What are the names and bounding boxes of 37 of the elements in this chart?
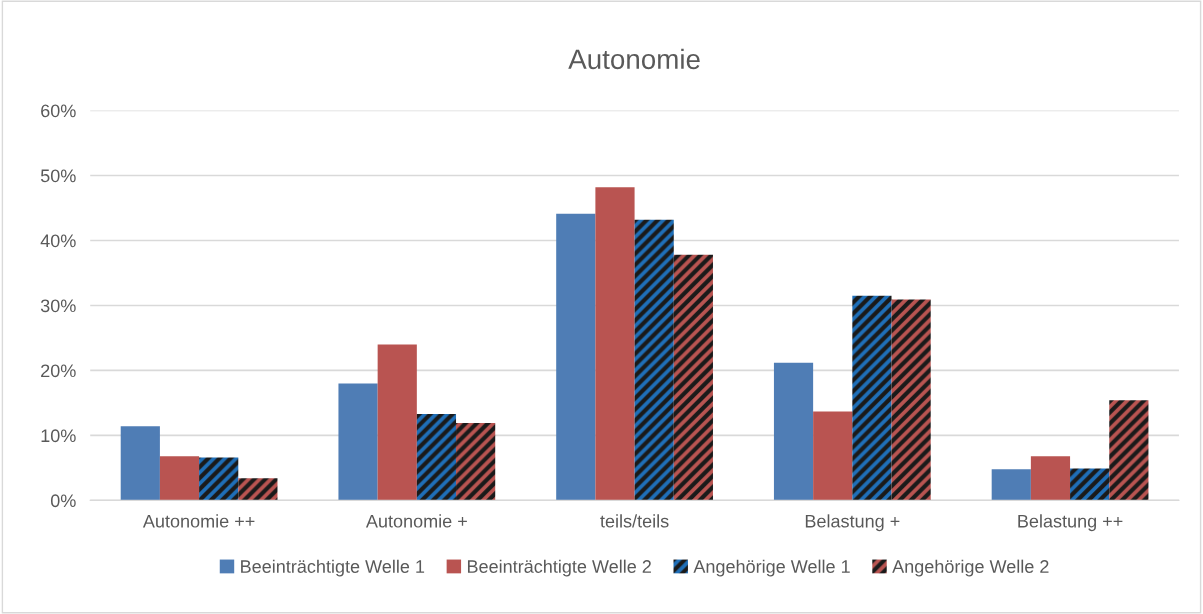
bar — [991, 469, 1031, 501]
bar — [673, 254, 713, 501]
y-tick-label: 50% — [40, 169, 76, 183]
x-tick-label: teils/teils — [600, 514, 669, 528]
bar — [416, 413, 457, 501]
legend-label: Angehörige Welle 2 — [892, 559, 1049, 577]
bar — [377, 344, 417, 501]
y-tick-label: 30% — [40, 299, 76, 313]
bar — [120, 426, 160, 501]
y-tick-label: 0% — [50, 494, 76, 508]
bar — [199, 457, 239, 501]
y-tick-label: 60% — [41, 104, 76, 118]
bar — [1030, 456, 1071, 501]
bar — [159, 456, 200, 501]
bar — [1070, 468, 1110, 501]
x-tick-label: Autonomie ++ — [142, 514, 255, 528]
legend-label: Angehörige Welle 1 — [693, 559, 850, 577]
bar — [852, 295, 892, 501]
bar — [1109, 400, 1149, 501]
bar — [595, 187, 635, 501]
legend-label: Beeinträchtigte Welle 2 — [467, 559, 651, 577]
x-tick-label: Autonomie + — [365, 514, 467, 528]
bar — [456, 423, 496, 501]
bar — [634, 219, 674, 501]
y-tick-label: 20% — [41, 364, 76, 378]
bar — [813, 411, 853, 501]
y-tick-label: 40% — [40, 234, 76, 248]
bar — [338, 383, 378, 501]
bar — [773, 362, 814, 501]
bar — [238, 478, 278, 501]
chart-title: Autonomie — [568, 48, 700, 70]
y-tick-label: 10% — [41, 429, 76, 443]
bar — [556, 213, 596, 501]
legend-label: Beeinträchtigte Welle 1 — [241, 559, 425, 577]
x-tick-label: Belastung + — [805, 514, 900, 532]
x-tick-label: Belastung ++ — [1018, 514, 1123, 532]
bar — [891, 299, 931, 501]
